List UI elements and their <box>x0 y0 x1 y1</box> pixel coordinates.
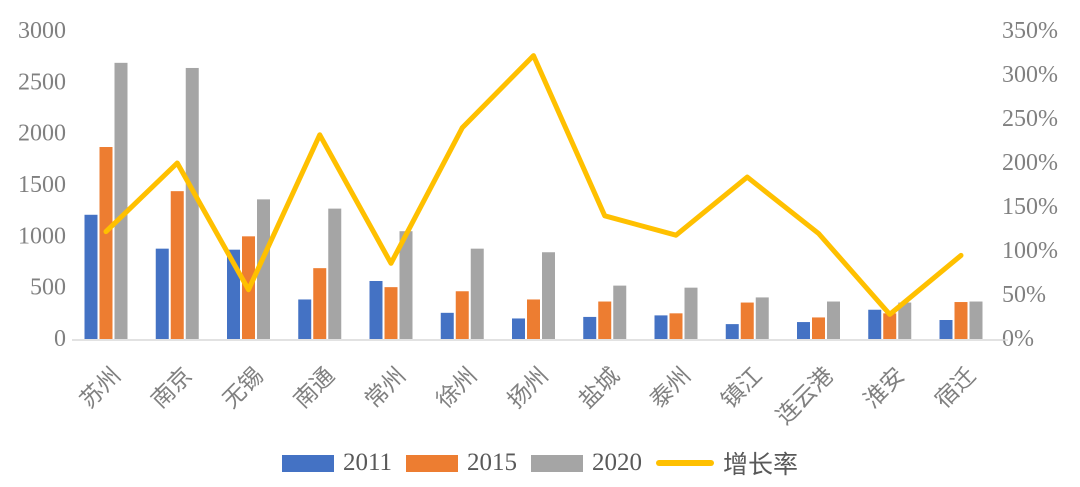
legend-label-2020: 2020 <box>592 449 643 476</box>
legend-item-growth-rate: 增长率 <box>656 445 798 481</box>
x-label-扬州: 扬州 <box>503 363 553 413</box>
bar-2015-宿迁 <box>954 302 968 339</box>
bar-2020-无锡 <box>257 199 270 339</box>
bar-2020-镇江 <box>755 297 769 339</box>
legend-line-swatch-icon <box>656 460 715 466</box>
bar-2015-淮安 <box>883 313 897 339</box>
right-axis-tick-300%: 300% <box>1002 62 1058 88</box>
bar-2020-淮安 <box>898 302 912 339</box>
bar-2011-苏州 <box>84 214 98 339</box>
right-axis-tick-0%: 0% <box>1002 326 1034 352</box>
bar-2020-常州 <box>399 231 413 339</box>
x-label-宿迁: 宿迁 <box>930 363 980 413</box>
bar-2011-扬州 <box>512 318 525 339</box>
left-axis-tick-1000: 1000 <box>18 223 66 249</box>
bar-2011-南通 <box>298 299 312 339</box>
right-axis-tick-150%: 150% <box>1002 194 1058 220</box>
bar-2011-镇江 <box>725 324 739 339</box>
x-label-淮安: 淮安 <box>859 363 909 413</box>
x-label-徐州: 徐州 <box>432 363 482 413</box>
x-label-连云港: 连云港 <box>772 363 838 429</box>
legend-label-growth-rate: 增长率 <box>723 452 799 479</box>
legend-swatch-2015-icon <box>406 454 459 472</box>
bar-2015-苏州 <box>99 147 113 339</box>
bar-2011-泰州 <box>654 315 668 339</box>
x-label-盐城: 盐城 <box>574 363 624 413</box>
bar-2015-徐州 <box>455 291 469 339</box>
bar-2015-南通 <box>313 268 327 339</box>
bar-2011-徐州 <box>440 312 454 339</box>
bar-2011-盐城 <box>583 316 597 339</box>
bar-2020-扬州 <box>542 252 555 339</box>
legend-label-2015: 2015 <box>467 449 518 476</box>
growth-rate-line <box>103 53 964 317</box>
left-axis-tick-2000: 2000 <box>18 121 66 147</box>
legend-item-2020: 2020 <box>531 449 642 477</box>
bar-2020-盐城 <box>613 285 627 339</box>
right-axis-tick-50%: 50% <box>1002 282 1046 308</box>
bar-2020-宿迁 <box>969 301 983 339</box>
bar-2020-南通 <box>328 208 342 339</box>
bar-2011-淮安 <box>868 309 882 339</box>
bar-2015-镇江 <box>740 302 754 339</box>
chart-legend: 2011 2015 2020 增长率 <box>0 445 1080 481</box>
x-label-泰州: 泰州 <box>645 363 695 413</box>
legend-label-2011: 2011 <box>342 449 393 476</box>
bar-2015-扬州 <box>527 299 540 339</box>
x-label-南通: 南通 <box>289 363 339 413</box>
bar-2015-连云港 <box>812 317 825 339</box>
legend-swatch-2011-icon <box>281 454 334 472</box>
bar-2020-泰州 <box>684 287 698 339</box>
legend-swatch-2020-icon <box>531 454 584 472</box>
bar-2011-连云港 <box>797 322 810 339</box>
left-axis-tick-2500: 2500 <box>18 69 66 95</box>
x-label-镇江: 镇江 <box>717 363 767 413</box>
bar-2011-宿迁 <box>939 320 953 339</box>
bar-2015-泰州 <box>669 313 683 339</box>
x-label-无锡: 无锡 <box>218 363 268 413</box>
x-label-常州: 常州 <box>360 363 410 413</box>
right-axis-tick-350%: 350% <box>1002 18 1058 44</box>
bar-2020-连云港 <box>827 301 840 339</box>
left-axis-tick-1500: 1500 <box>18 172 66 198</box>
right-axis-tick-100%: 100% <box>1002 238 1058 264</box>
legend-item-2011: 2011 <box>281 449 393 477</box>
right-axis-tick-250%: 250% <box>1002 106 1058 132</box>
bar-2011-常州 <box>369 280 383 339</box>
bar-2015-常州 <box>384 287 398 339</box>
bar-2011-南京 <box>155 248 169 339</box>
bar-2020-苏州 <box>114 62 128 340</box>
right-axis-tick-200%: 200% <box>1002 150 1058 176</box>
x-label-苏州: 苏州 <box>75 363 125 413</box>
left-axis-tick-500: 500 <box>30 275 66 301</box>
bar-2020-徐州 <box>470 248 484 339</box>
legend-item-2015: 2015 <box>406 449 517 477</box>
bar-2015-盐城 <box>598 301 612 339</box>
bar-2020-南京 <box>185 67 199 340</box>
left-axis-tick-0: 0 <box>54 326 66 352</box>
bar-2015-南京 <box>170 191 184 339</box>
x-label-南京: 南京 <box>147 363 197 413</box>
left-axis-tick-3000: 3000 <box>18 18 66 44</box>
